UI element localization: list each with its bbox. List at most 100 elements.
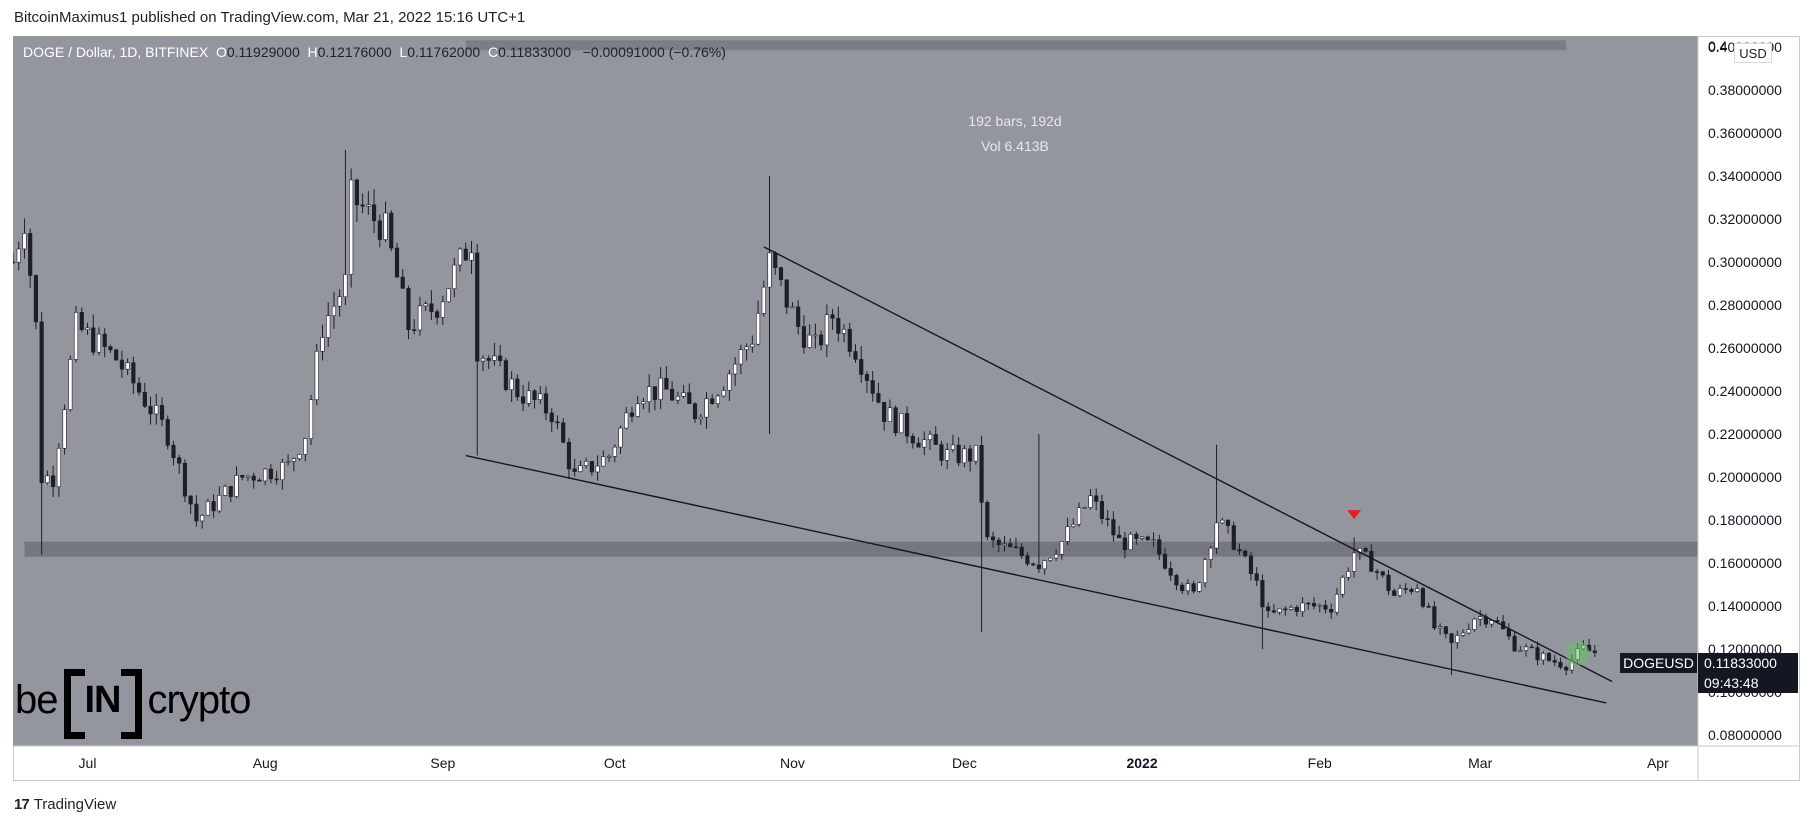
candle[interactable] xyxy=(1523,643,1529,657)
candle[interactable] xyxy=(744,343,749,361)
candle[interactable] xyxy=(1191,580,1196,594)
candle[interactable] xyxy=(85,322,90,335)
candle[interactable] xyxy=(566,437,572,480)
candle[interactable] xyxy=(595,455,600,481)
candle[interactable] xyxy=(1294,605,1299,617)
candle[interactable] xyxy=(251,472,256,489)
candle[interactable] xyxy=(377,214,382,248)
currency-button[interactable]: USD xyxy=(1734,43,1772,63)
candle[interactable] xyxy=(543,386,549,421)
candle[interactable] xyxy=(945,443,950,469)
candle[interactable] xyxy=(480,355,486,372)
candle[interactable] xyxy=(1054,549,1059,561)
candle[interactable] xyxy=(354,178,359,222)
breakout-highlight[interactable] xyxy=(1565,641,1590,666)
candle[interactable] xyxy=(228,486,233,503)
candle[interactable] xyxy=(349,168,354,288)
candle[interactable] xyxy=(1266,602,1271,618)
candle[interactable] xyxy=(933,426,938,445)
candle[interactable] xyxy=(870,370,875,402)
candle[interactable] xyxy=(383,201,388,243)
candle[interactable] xyxy=(165,415,170,450)
candle[interactable] xyxy=(280,458,285,490)
candle[interactable] xyxy=(629,406,635,423)
candle[interactable] xyxy=(1564,665,1569,676)
candle[interactable] xyxy=(698,414,703,425)
candle[interactable] xyxy=(704,392,709,429)
candle[interactable] xyxy=(916,437,921,448)
candle[interactable] xyxy=(738,344,743,375)
candle[interactable] xyxy=(1139,535,1145,541)
candle[interactable] xyxy=(790,302,795,309)
candle[interactable] xyxy=(968,445,973,472)
candle[interactable] xyxy=(796,300,801,335)
candle[interactable] xyxy=(864,371,870,394)
candle[interactable] xyxy=(767,175,772,435)
candle[interactable] xyxy=(211,494,216,518)
candle[interactable] xyxy=(1122,531,1127,559)
candle[interactable] xyxy=(452,257,457,298)
candle[interactable] xyxy=(1277,608,1282,615)
candle[interactable] xyxy=(532,389,537,409)
candle[interactable] xyxy=(521,385,526,412)
candle[interactable] xyxy=(733,357,738,386)
candle[interactable] xyxy=(876,382,881,404)
candle[interactable] xyxy=(985,500,990,541)
candle[interactable] xyxy=(360,193,365,214)
candle[interactable] xyxy=(1340,575,1345,598)
candle[interactable] xyxy=(922,431,927,456)
candle[interactable] xyxy=(755,300,761,346)
candle[interactable] xyxy=(274,470,279,485)
candle[interactable] xyxy=(475,244,480,456)
candle[interactable] xyxy=(177,454,182,474)
candle[interactable] xyxy=(1403,583,1408,594)
candle[interactable] xyxy=(515,374,520,401)
candle[interactable] xyxy=(1105,509,1110,527)
candle[interactable] xyxy=(962,444,967,468)
lower-trendline[interactable] xyxy=(465,454,1607,704)
candle[interactable] xyxy=(1535,641,1540,666)
candle[interactable] xyxy=(131,356,136,395)
candle[interactable] xyxy=(1013,537,1019,549)
candle[interactable] xyxy=(1392,588,1397,596)
candle[interactable] xyxy=(308,394,314,445)
candle[interactable] xyxy=(148,396,153,425)
candle[interactable] xyxy=(1374,569,1380,580)
candle[interactable] xyxy=(819,330,824,351)
candle[interactable] xyxy=(62,404,67,455)
candle[interactable] xyxy=(154,393,159,425)
candle[interactable] xyxy=(394,242,400,278)
candle[interactable] xyxy=(641,397,646,410)
support-zone[interactable] xyxy=(24,541,1698,557)
candle[interactable] xyxy=(389,210,394,252)
candle[interactable] xyxy=(652,386,657,411)
candle[interactable] xyxy=(670,381,675,401)
candle[interactable] xyxy=(96,327,102,356)
candle[interactable] xyxy=(371,189,377,234)
candle[interactable] xyxy=(1208,546,1213,568)
candle[interactable] xyxy=(561,418,566,444)
candle[interactable] xyxy=(108,344,113,354)
candle[interactable] xyxy=(1076,502,1082,527)
candle[interactable] xyxy=(1094,488,1099,511)
candle[interactable] xyxy=(142,382,147,408)
candle[interactable] xyxy=(125,358,130,376)
candle[interactable] xyxy=(618,425,623,454)
candle[interactable] xyxy=(205,498,210,516)
candle[interactable] xyxy=(1386,569,1391,595)
candle[interactable] xyxy=(1059,540,1064,560)
candle[interactable] xyxy=(509,371,514,403)
candle[interactable] xyxy=(320,324,325,361)
tradingview-footer[interactable]: 17 TradingView xyxy=(14,790,116,818)
measure-range-band[interactable] xyxy=(465,40,1567,51)
candle[interactable] xyxy=(664,366,669,390)
candle[interactable] xyxy=(469,240,474,275)
candle[interactable] xyxy=(1082,506,1087,510)
candle[interactable] xyxy=(1409,587,1414,595)
candle[interactable] xyxy=(366,191,371,216)
candle[interactable] xyxy=(887,399,892,422)
candle[interactable] xyxy=(1397,584,1403,598)
candle[interactable] xyxy=(1185,579,1190,595)
candle[interactable] xyxy=(1443,625,1448,639)
candle[interactable] xyxy=(1380,570,1385,578)
